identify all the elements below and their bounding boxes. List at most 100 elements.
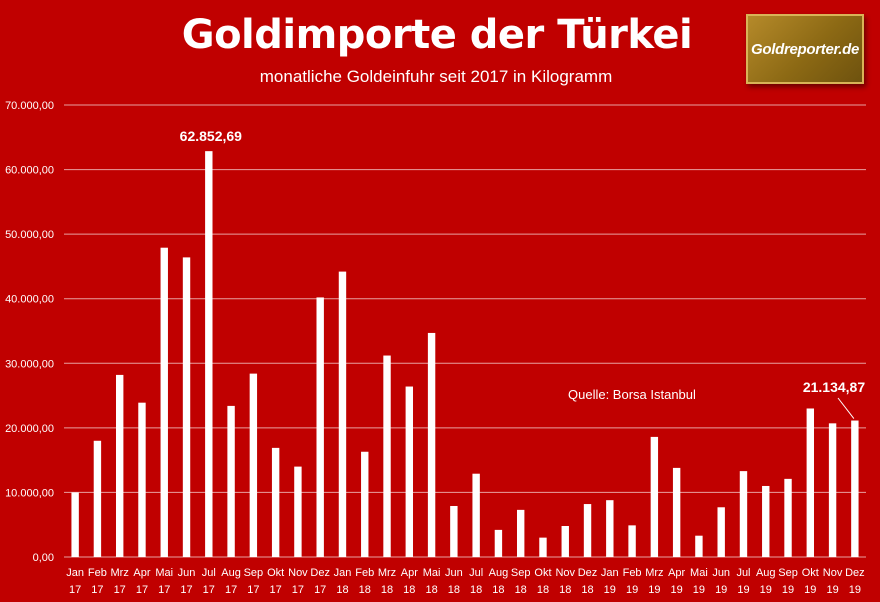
x-tick-month: Aug [489, 567, 509, 579]
bar [427, 332, 436, 557]
x-tick-month: Jun [178, 567, 196, 579]
x-tick-year: 19 [760, 584, 772, 596]
x-tick-month: Okt [267, 567, 284, 579]
x-tick-year: 17 [292, 584, 304, 596]
bars [71, 151, 859, 558]
bar [762, 485, 770, 557]
y-tick-label: 60.000,00 [5, 165, 54, 177]
x-tick-month: Jan [334, 567, 352, 579]
x-tick-month: Sep [244, 567, 264, 579]
bar [450, 505, 458, 557]
x-tick-month: Jul [202, 567, 216, 579]
x-tick-year: 18 [559, 584, 571, 596]
x-tick-year: 17 [69, 584, 81, 596]
x-tick-year: 19 [693, 584, 705, 596]
bar [383, 355, 391, 557]
bar [583, 504, 592, 557]
chart-subtitle: monatliche Goldeinfuhr seit 2017 in Kilo… [259, 67, 613, 86]
x-tick-month: Mrz [111, 567, 129, 579]
x-axis: Jan 17 Feb 17 Mrz 17 Apr 17 Mai 17 Jun 17 Jul 17 Aug 17… [66, 567, 864, 596]
x-tick-month: Dez [578, 567, 598, 579]
bar [717, 507, 725, 557]
bar [739, 471, 748, 557]
bar [784, 478, 792, 557]
x-tick-year: 17 [270, 584, 282, 596]
bar [695, 535, 703, 557]
x-tick-month: Mai [423, 567, 441, 579]
x-tick-month: Mrz [645, 567, 663, 579]
x-tick-month: Jun [712, 567, 730, 579]
bar [182, 257, 191, 557]
bar [316, 297, 324, 557]
x-tick-year: 19 [826, 584, 838, 596]
bar [338, 271, 347, 557]
x-tick-year: 19 [804, 584, 816, 596]
x-tick-year: 17 [136, 584, 148, 596]
x-tick-year: 18 [359, 584, 371, 596]
x-tick-month: Jan [66, 567, 84, 579]
annotations: 62.852,69 21.134,87 Quelle: Borsa Istanb… [180, 128, 865, 419]
y-tick-label: 30.000,00 [5, 358, 54, 370]
bar [227, 405, 235, 557]
x-tick-month: Aug [756, 567, 776, 579]
x-tick-year: 19 [737, 584, 749, 596]
x-tick-month: Sep [511, 567, 531, 579]
x-tick-month: Mrz [378, 567, 396, 579]
bar [628, 525, 636, 557]
bar [516, 509, 525, 557]
x-tick-year: 18 [425, 584, 437, 596]
x-tick-year: 19 [626, 584, 638, 596]
bar [294, 466, 302, 557]
x-tick-year: 18 [492, 584, 504, 596]
x-tick-month: Nov [823, 567, 843, 579]
bar [828, 423, 837, 557]
x-tick-year: 17 [203, 584, 215, 596]
x-tick-month: Feb [623, 567, 642, 579]
y-tick-label: 50.000,00 [5, 229, 54, 241]
x-tick-year: 18 [403, 584, 415, 596]
bar [405, 386, 414, 557]
bar [539, 537, 547, 557]
bar [160, 247, 168, 557]
last-value-leader-line [837, 397, 855, 419]
x-tick-year: 17 [314, 584, 326, 596]
bar [205, 151, 213, 558]
x-tick-month: Dez [310, 567, 330, 579]
bar [71, 492, 79, 557]
bar [650, 436, 659, 557]
x-tick-year: 18 [581, 584, 593, 596]
goldreporter-logo: Goldreporter.de [746, 14, 864, 84]
x-tick-year: 19 [782, 584, 794, 596]
x-tick-month: Jan [601, 567, 619, 579]
x-tick-month: Aug [221, 567, 241, 579]
x-tick-month: Feb [88, 567, 107, 579]
chart-title: Goldimporte der Türkei [181, 12, 693, 58]
x-tick-year: 17 [91, 584, 103, 596]
x-tick-year: 19 [604, 584, 616, 596]
y-tick-label: 10.000,00 [5, 487, 54, 499]
x-tick-year: 17 [180, 584, 192, 596]
x-tick-year: 17 [225, 584, 237, 596]
y-tick-label: 40.000,00 [5, 294, 54, 306]
x-tick-year: 18 [515, 584, 527, 596]
x-tick-month: Okt [534, 567, 551, 579]
x-tick-month: Jun [445, 567, 463, 579]
x-tick-year: 18 [470, 584, 482, 596]
gridlines [64, 104, 866, 558]
x-tick-year: 19 [715, 584, 727, 596]
x-tick-month: Nov [288, 567, 308, 579]
x-tick-month: Apr [668, 567, 685, 579]
bar [494, 529, 503, 557]
x-tick-month: Sep [778, 567, 798, 579]
y-tick-label: 20.000,00 [5, 423, 54, 435]
bar [93, 440, 102, 557]
bar [561, 526, 569, 557]
x-tick-year: 19 [648, 584, 660, 596]
x-tick-year: 19 [671, 584, 683, 596]
bar [851, 420, 859, 557]
x-tick-month: Jul [736, 567, 750, 579]
bar [672, 467, 681, 557]
bar [271, 447, 280, 557]
y-axis: 0,00 10.000,00 20.000,00 30.000,00 40.000,00… [5, 100, 54, 564]
